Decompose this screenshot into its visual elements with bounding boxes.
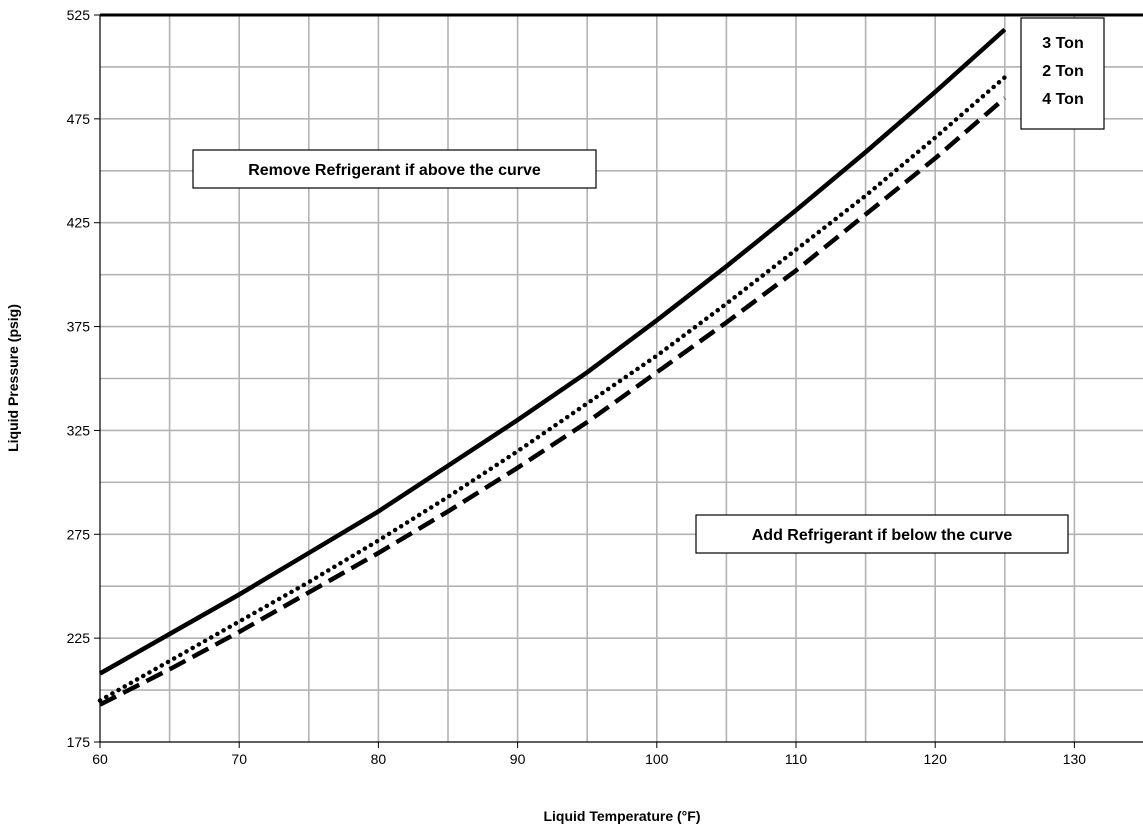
x-tick-label: 130: [1063, 751, 1087, 767]
series-line-3-ton: [98, 27, 1007, 676]
x-tick-label: 80: [371, 751, 387, 767]
x-tick-label: 100: [645, 751, 669, 767]
x-tick-label: 120: [924, 751, 948, 767]
annotation-add: Add Refrigerant if below the curve: [695, 514, 1069, 554]
y-tick-label: 275: [67, 526, 91, 542]
series-lines: [97, 27, 1008, 707]
series-line-4-ton: [98, 96, 1007, 707]
y-tick-label: 175: [67, 734, 91, 750]
annotation-remove-box: [192, 149, 597, 189]
axes: [99, 13, 1143, 743]
y-tick-label: 325: [67, 422, 91, 438]
legend-entry-2-ton: 2 Ton: [1042, 63, 1083, 80]
y-tick-label: 375: [67, 319, 91, 335]
y-tick-label: 525: [67, 7, 91, 23]
x-axis-title: Liquid Temperature (°F): [543, 808, 700, 824]
x-tick-label: 110: [785, 751, 808, 767]
series-line-2-ton: [97, 75, 1008, 703]
y-tick-label: 425: [67, 215, 91, 231]
x-tick-label: 90: [510, 751, 526, 767]
x-tick-label: 60: [92, 751, 108, 767]
legend-entry-3-ton: 3 Ton: [1042, 35, 1083, 52]
legend: 3 Ton 2 Ton 4 Ton: [1020, 17, 1105, 130]
y-axis-title: Liquid Pressure (psig): [5, 304, 21, 452]
annotation-add-box: [695, 514, 1069, 554]
x-axis-ticks: 60 70 80 90 100 110 120 130: [92, 742, 1086, 767]
y-tick-label: 475: [67, 111, 91, 127]
x-tick-label: 70: [231, 751, 247, 767]
annotation-add-text: Add Refrigerant if below the curve: [752, 527, 1013, 544]
annotation-remove-text: Remove Refrigerant if above the curve: [248, 162, 541, 179]
y-axis-ticks: 175 225 275 325 375 425 475 525: [67, 7, 100, 750]
annotation-remove: Remove Refrigerant if above the curve: [192, 149, 597, 189]
y-tick-label: 225: [67, 630, 91, 646]
legend-entry-4-ton: 4 Ton: [1042, 91, 1083, 108]
grid: [100, 15, 1143, 742]
legend-box: [1020, 17, 1105, 130]
